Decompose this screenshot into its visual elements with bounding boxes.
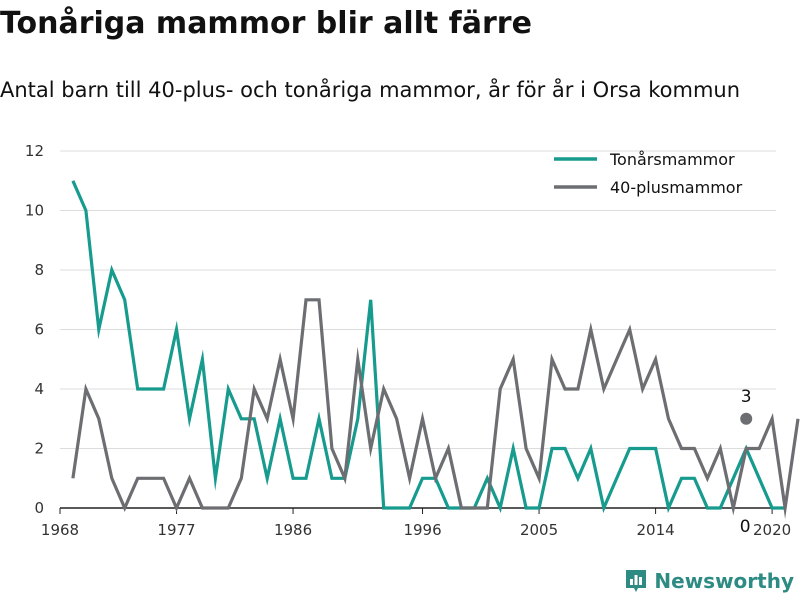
brand-name: Newsworthy	[654, 569, 794, 593]
x-tick-label: 1977	[157, 521, 195, 539]
y-tick-label: 2	[34, 440, 44, 458]
chart-title: Tonåriga mammor blir allt färre	[0, 6, 532, 41]
x-tick-label: 2014	[636, 521, 674, 539]
bar-chart-logo-icon	[626, 570, 647, 592]
chart-subtitle: Antal barn till 40-plus- och tonåriga ma…	[0, 78, 741, 102]
y-tick-label: 8	[34, 261, 44, 279]
legend: Tonårsmammor 40-plusmammor	[554, 150, 743, 197]
y-tick-label: 6	[34, 321, 44, 339]
end-value-label: 3	[741, 387, 752, 407]
y-tick-label: 0	[34, 499, 44, 517]
x-tick-label: 1986	[274, 521, 312, 539]
y-tick-label: 12	[25, 142, 44, 160]
x-tick-label: 2005	[520, 521, 558, 539]
series-line-tonarsmammor	[71, 180, 786, 514]
y-tick-label: 10	[25, 202, 44, 220]
brand-logo: Newsworthy	[624, 568, 794, 594]
y-tick-label: 4	[34, 380, 44, 398]
x-tick-label: 1996	[403, 521, 441, 539]
x-tick-label: 2020	[753, 521, 791, 539]
legend-label: Tonårsmammor	[609, 150, 735, 169]
series-line-40-plusmammor	[71, 298, 800, 520]
legend-label: 40-plusmammor	[610, 178, 743, 197]
x-tick-label: 1968	[41, 521, 79, 539]
end-value-label: 0	[740, 517, 751, 537]
end-point-marker	[740, 412, 753, 425]
